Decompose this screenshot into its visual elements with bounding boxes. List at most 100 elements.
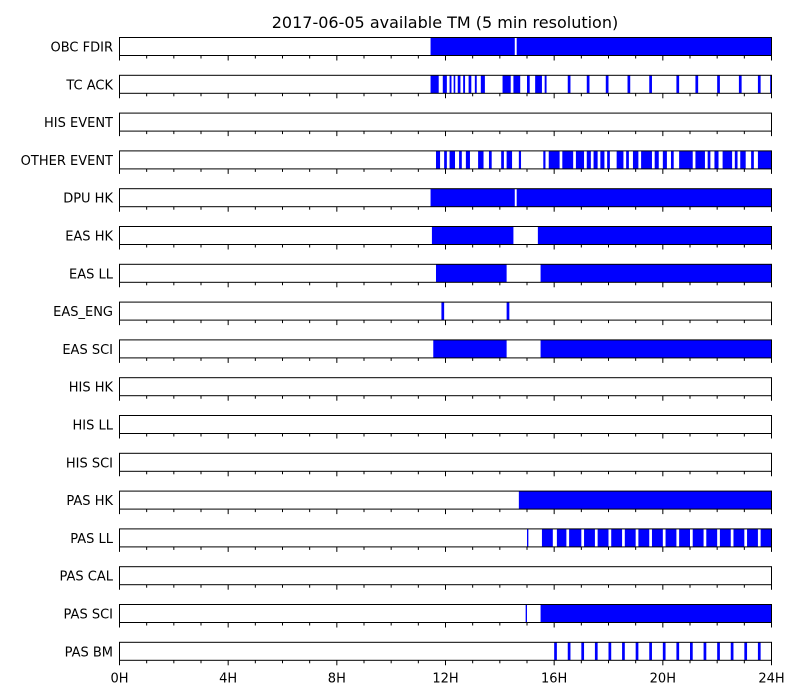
availability-segment bbox=[597, 528, 609, 547]
availability-segment bbox=[449, 150, 456, 169]
availability-segment bbox=[770, 75, 772, 94]
availability-segment bbox=[540, 264, 772, 283]
availability-segment bbox=[730, 642, 734, 661]
availability-segment bbox=[641, 150, 652, 169]
x-tick-label: 16H bbox=[541, 671, 567, 686]
availability-segment bbox=[527, 528, 529, 547]
x-tick-label: 20H bbox=[650, 671, 676, 686]
row-label: HIS LL bbox=[73, 419, 114, 434]
row-label: EAS HK bbox=[65, 230, 113, 245]
availability-segment bbox=[586, 75, 590, 94]
availability-segment bbox=[543, 150, 546, 169]
availability-segment bbox=[600, 150, 605, 169]
availability-segment bbox=[444, 150, 447, 169]
x-tick-label: 8H bbox=[328, 671, 346, 686]
availability-segment bbox=[541, 528, 553, 547]
timeline-row: EAS HK bbox=[65, 226, 772, 250]
availability-segment bbox=[554, 642, 557, 661]
row-label: PAS CAL bbox=[60, 570, 114, 585]
availability-segment bbox=[569, 528, 582, 547]
availability-segment bbox=[733, 528, 745, 547]
availability-segment bbox=[540, 604, 772, 623]
availability-segment bbox=[435, 150, 441, 169]
timeline-row: PAS CAL bbox=[60, 566, 772, 590]
availability-segment bbox=[747, 528, 758, 547]
availability-segment bbox=[433, 339, 507, 358]
availability-segment bbox=[516, 188, 772, 207]
timeline-row: PAS BM bbox=[65, 641, 772, 666]
timeline-row: OTHER EVENT bbox=[21, 150, 772, 174]
availability-segment bbox=[480, 75, 485, 94]
availability-segment bbox=[654, 150, 659, 169]
availability-segment bbox=[430, 188, 515, 207]
row-label: PAS LL bbox=[70, 532, 114, 547]
row-label: PAS HK bbox=[66, 494, 113, 509]
availability-segment bbox=[441, 302, 445, 321]
timeline-row: HIS SCI bbox=[66, 452, 772, 477]
availability-segment bbox=[695, 150, 705, 169]
availability-segment bbox=[516, 37, 772, 56]
availability-segment bbox=[442, 75, 447, 94]
availability-segment bbox=[430, 37, 515, 56]
availability-segment bbox=[430, 75, 439, 94]
availability-segment bbox=[506, 150, 513, 169]
availability-segment bbox=[488, 150, 492, 169]
availability-segment bbox=[544, 75, 547, 94]
timeline-row: HIS HK bbox=[69, 377, 772, 401]
timeline-row: PAS HK bbox=[66, 490, 772, 515]
row-label: EAS_ENG bbox=[53, 305, 113, 320]
availability-segment bbox=[468, 75, 472, 94]
availability-segment bbox=[649, 75, 652, 94]
availability-segment bbox=[535, 75, 542, 94]
availability-segment bbox=[584, 528, 595, 547]
availability-segment bbox=[706, 528, 718, 547]
availability-segment bbox=[690, 642, 693, 661]
availability-segment bbox=[734, 150, 738, 169]
timeline-row: EAS SCI bbox=[62, 339, 772, 363]
availability-segment bbox=[751, 150, 754, 169]
availability-segment bbox=[513, 75, 521, 94]
availability-segment bbox=[757, 150, 772, 169]
availability-segment bbox=[707, 150, 711, 169]
availability-segment bbox=[465, 150, 470, 169]
availability-segment bbox=[567, 75, 571, 94]
availability-segment bbox=[506, 302, 510, 321]
availability-segment bbox=[518, 491, 772, 510]
availability-segment bbox=[635, 642, 639, 661]
availability-segment bbox=[649, 642, 652, 661]
availability-segment bbox=[540, 339, 772, 358]
x-tick-label: 4H bbox=[219, 671, 237, 686]
availability-segment bbox=[502, 75, 511, 94]
timeline-row: PAS SCI bbox=[64, 604, 772, 628]
row-label: OBC FDIR bbox=[51, 41, 114, 56]
availability-segment bbox=[676, 642, 680, 661]
row-label: HIS EVENT bbox=[44, 116, 113, 131]
availability-segment bbox=[431, 226, 514, 245]
availability-segment bbox=[757, 642, 761, 661]
availability-segment bbox=[525, 604, 527, 623]
availability-segment bbox=[676, 75, 680, 94]
availability-segment bbox=[719, 528, 731, 547]
availability-segment bbox=[611, 528, 623, 547]
availability-segment bbox=[626, 150, 629, 169]
availability-segment bbox=[449, 75, 452, 94]
availability-segment bbox=[722, 150, 733, 169]
availability-segment bbox=[703, 642, 707, 661]
row-label: PAS SCI bbox=[64, 608, 113, 623]
row-label: HIS HK bbox=[69, 381, 114, 396]
availability-segment bbox=[575, 150, 585, 169]
availability-segment bbox=[651, 528, 663, 547]
row-label: EAS LL bbox=[69, 267, 114, 282]
availability-segment bbox=[556, 528, 567, 547]
row-label: DPU HK bbox=[63, 192, 113, 207]
availability-segment bbox=[567, 642, 571, 661]
availability-segment bbox=[670, 150, 674, 169]
availability-segment bbox=[714, 150, 719, 169]
availability-segment bbox=[627, 75, 631, 94]
availability-segment bbox=[453, 75, 456, 94]
availability-segment bbox=[695, 75, 699, 94]
availability-segment bbox=[608, 642, 612, 661]
row-label: TC ACK bbox=[65, 78, 113, 93]
availability-segment bbox=[474, 75, 477, 94]
